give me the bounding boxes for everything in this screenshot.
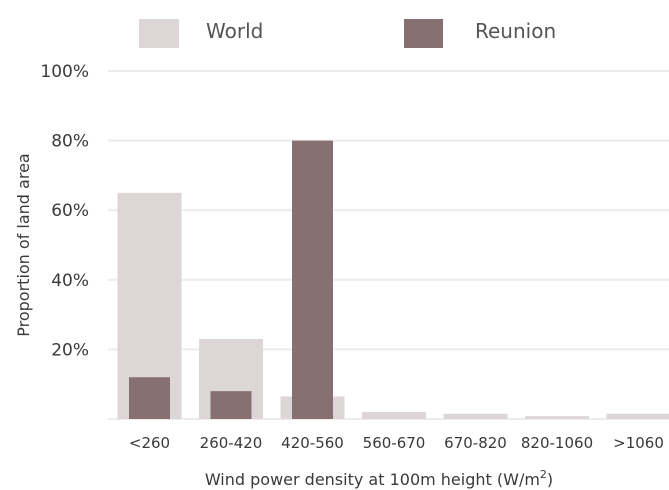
bar-reunion [210,391,252,419]
bar-world [525,416,589,419]
x-category-label: >1060 [613,434,664,452]
x-category-label: <260 [129,434,170,452]
legend: World Reunion [139,19,556,48]
bar-world [362,412,426,419]
gridlines [108,70,669,420]
reunion-series-bars [129,140,333,419]
legend-label-world: World [206,19,263,43]
y-tick-label: 80% [51,132,89,152]
y-tick-labels: 20% 40% 60% 80% 100% [40,62,89,360]
legend-swatch-reunion [404,19,443,48]
bar-reunion [129,377,170,419]
x-category-labels: <260 260-420 420-560 560-670 670-820 820-1060… [129,434,664,452]
y-tick-label: 40% [51,271,89,291]
legend-label-reunion: Reunion [475,19,556,43]
x-category-label: 670-820 [444,434,507,452]
x-axis-title-close: ) [547,470,553,489]
x-axis-title-sup: 2 [540,468,547,481]
x-category-label: 260-420 [200,434,263,452]
bar-world [606,413,669,419]
y-axis-title: Proportion of land area [14,153,33,336]
x-category-label: 560-670 [363,434,426,452]
y-tick-label: 60% [51,201,89,221]
x-category-label: 420-560 [281,434,344,452]
x-category-label: 820-1060 [521,434,593,452]
bar-world [443,413,508,419]
x-axis-title: Wind power density at 100m height (W/m2) [205,468,553,489]
y-tick-label: 20% [51,340,89,360]
x-axis-title-main: Wind power density at 100m height (W/m [205,470,540,489]
bar-reunion [292,140,333,419]
y-tick-label: 100% [40,62,89,82]
legend-swatch-world [139,19,179,48]
world-series-bars [117,192,669,419]
